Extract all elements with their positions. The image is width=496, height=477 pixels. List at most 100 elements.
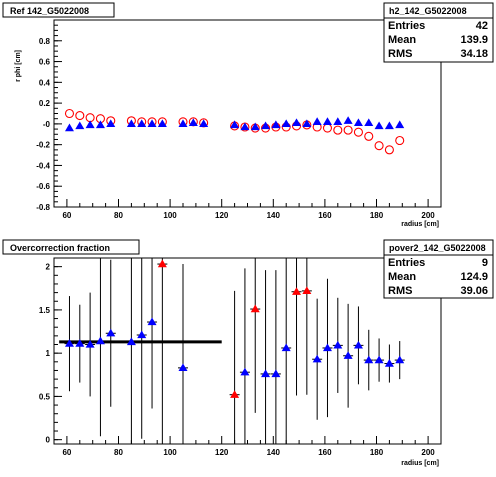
- bottom-data-points: [59, 258, 405, 444]
- open-circle-point: [374, 141, 384, 151]
- triangle-point: [343, 116, 353, 124]
- top-x-tick-label: 200: [421, 211, 435, 220]
- bottom-stats-entries-value: 9: [482, 257, 488, 269]
- bottom-x-tick-label: 200: [421, 448, 435, 457]
- triangle-point: [322, 117, 332, 125]
- top-y-tick-label: -0.6: [36, 182, 50, 191]
- top-stats-rms-label: RMS: [388, 48, 412, 60]
- triangle-point: [250, 304, 260, 313]
- triangle-point: [137, 330, 147, 339]
- bottom-x-tick-label: 140: [267, 448, 281, 457]
- bottom-y-tick-label: 1: [46, 349, 51, 358]
- bottom-y-tick-label: 2: [46, 263, 51, 272]
- top-y-tick-label: -0.8: [36, 203, 50, 212]
- bottom-chart-title: Overcorrection fraction: [10, 243, 110, 253]
- top-stats-box: h2_142_G5022008 Entries 42 Mean 139.9 RM…: [383, 2, 494, 63]
- top-y-tick-label: 0.2: [39, 99, 51, 108]
- bottom-stats-box: pover2_142_G5022008 Entries 9 Mean 124.9…: [383, 239, 494, 299]
- top-stats-entries-value: 42: [476, 20, 488, 32]
- triangle-point: [126, 337, 136, 346]
- triangle-point: [312, 117, 322, 125]
- top-y-tick-label: -0: [43, 120, 51, 129]
- triangle-point: [333, 340, 343, 349]
- bottom-stats-box-frame: [383, 239, 494, 299]
- bottom-stats-entries-label: Entries: [388, 257, 425, 269]
- top-stats-name: h2_142_G5022008: [389, 6, 467, 16]
- bottom-x-tick-label: 80: [114, 448, 123, 457]
- open-circle-point: [384, 145, 394, 155]
- triangle-point: [95, 120, 105, 129]
- bottom-y-tick-label: 0.5: [39, 392, 51, 401]
- triangle-point: [64, 339, 74, 347]
- top-stats-box-frame: [383, 2, 494, 63]
- triangle-point: [147, 317, 157, 326]
- triangle-point: [157, 119, 167, 128]
- triangle-point: [85, 340, 95, 348]
- top-x-tick-label: 80: [114, 211, 123, 220]
- triangle-point: [374, 121, 384, 130]
- bottom-axes: 60 80 100 120 140 160 180 200 0 0.5 1 1.5 2: [39, 257, 442, 457]
- triangle-point: [240, 367, 250, 376]
- triangle-point: [322, 343, 332, 352]
- triangle-point: [75, 121, 85, 130]
- triangle-point: [312, 354, 322, 363]
- triangle-point: [333, 117, 343, 125]
- bottom-stats-mean-label: Mean: [388, 271, 416, 283]
- triangle-point: [261, 121, 271, 130]
- top-x-tick-label: 60: [62, 211, 71, 220]
- triangle-point: [230, 120, 240, 129]
- top-x-tick-label: 140: [267, 211, 281, 220]
- triangle-point: [302, 286, 312, 295]
- bottom-x-tick-label: 180: [370, 448, 384, 457]
- triangle-point: [137, 119, 147, 128]
- bottom-x-tick-label: 60: [62, 448, 71, 457]
- top-x-tick-label: 120: [215, 211, 229, 220]
- triangle-point: [230, 390, 240, 398]
- top-stats-entries-label: Entries: [388, 20, 425, 32]
- top-plot-frame: [53, 19, 442, 208]
- open-circle-point: [395, 135, 405, 146]
- bottom-x-axis-label: radius [cm]: [401, 460, 439, 467]
- triangle-point: [178, 363, 188, 372]
- bottom-x-tick-label: 160: [318, 448, 332, 457]
- top-x-axis-label: radius [cm]: [401, 221, 439, 228]
- triangle-point: [106, 328, 116, 337]
- triangle-point: [353, 340, 363, 349]
- triangle-point: [147, 119, 157, 128]
- triangle-point: [75, 339, 85, 347]
- triangle-point: [374, 355, 384, 364]
- triangle-point: [281, 119, 291, 128]
- triangle-point: [126, 119, 136, 128]
- triangle-point: [343, 351, 353, 359]
- triangle-point: [395, 355, 405, 364]
- top-stats-mean-label: Mean: [388, 34, 416, 46]
- bottom-panel: 60 80 100 120 140 160 180 200 0 0.5 1 1.5 2 Overcorr…: [2, 239, 494, 467]
- bottom-y-tick-label: 0: [46, 436, 51, 445]
- bottom-stats-mean-value: 124.9: [460, 271, 488, 283]
- triangle-point: [364, 118, 374, 126]
- top-y-tick-label: 0.8: [39, 37, 51, 46]
- triangle-point: [250, 122, 260, 131]
- top-y-tick-label: -0.2: [36, 141, 50, 150]
- triangle-point: [271, 369, 281, 378]
- open-circle-point: [353, 127, 363, 137]
- triangle-point: [281, 343, 291, 352]
- open-circle-point: [64, 108, 75, 119]
- triangle-point: [178, 119, 188, 128]
- triangle-point: [302, 119, 312, 128]
- top-y-tick-label: 0.4: [39, 78, 51, 87]
- open-circle-point: [75, 111, 85, 121]
- triangle-point: [106, 119, 116, 128]
- triangle-point: [64, 123, 74, 132]
- top-stats-rms-value: 34.18: [460, 48, 488, 60]
- top-y-tick-label: 0.6: [39, 58, 51, 67]
- bottom-stats-rms-label: RMS: [388, 285, 412, 297]
- top-y-axis-label: r phi [cm]: [15, 50, 22, 82]
- bottom-x-tick-label: 100: [163, 448, 177, 457]
- bottom-plot-frame: [53, 257, 442, 445]
- triangle-point: [292, 118, 302, 126]
- triangle-point: [384, 121, 394, 130]
- triangle-point: [292, 287, 302, 295]
- top-axes: 60 80 100 120 140 160 180 200 -0.8 -0.6 -0.4 -0.2 -0…: [36, 19, 442, 220]
